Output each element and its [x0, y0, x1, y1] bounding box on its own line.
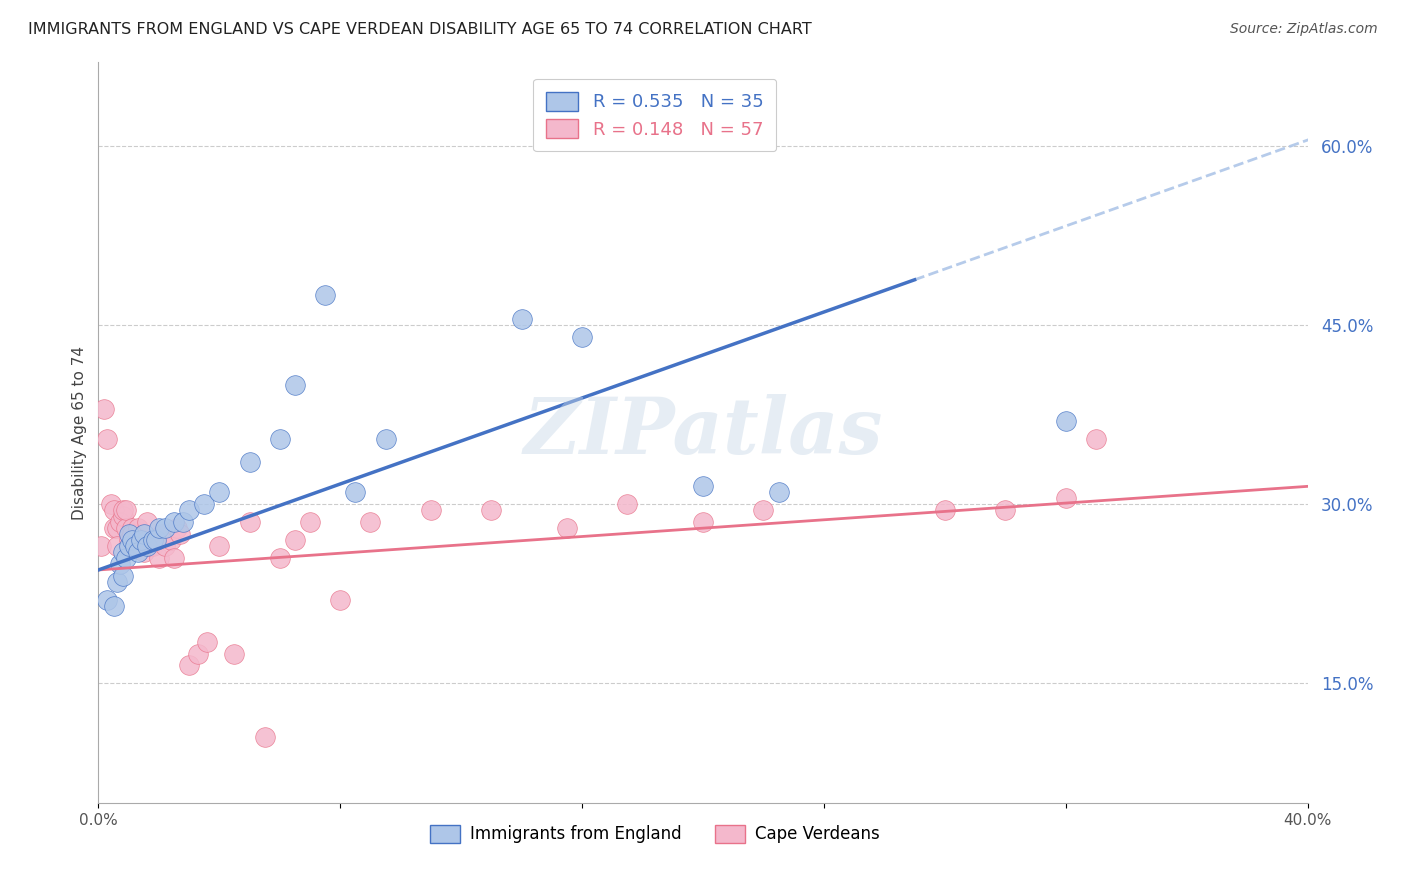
- Point: [160, 533, 183, 547]
- Point: [187, 647, 209, 661]
- Point: [360, 515, 382, 529]
- Point: [163, 551, 186, 566]
- Point: [150, 527, 173, 541]
- Point: [1085, 432, 1108, 446]
- Point: [934, 503, 956, 517]
- Point: [96, 432, 118, 446]
- Point: [344, 485, 367, 500]
- Point: [179, 503, 201, 517]
- Point: [135, 533, 157, 547]
- Point: [132, 527, 155, 541]
- Point: [132, 545, 155, 559]
- Point: [142, 539, 165, 553]
- Point: [420, 503, 443, 517]
- Point: [135, 539, 157, 553]
- Point: [1054, 491, 1077, 506]
- Point: [121, 521, 143, 535]
- Point: [129, 539, 152, 553]
- Point: [105, 521, 128, 535]
- Point: [127, 533, 149, 547]
- Y-axis label: Disability Age 65 to 74: Disability Age 65 to 74: [72, 345, 87, 520]
- Point: [127, 521, 149, 535]
- Point: [132, 527, 155, 541]
- Text: ZIPatlas: ZIPatlas: [523, 394, 883, 471]
- Point: [118, 533, 141, 547]
- Point: [172, 515, 194, 529]
- Point: [169, 527, 191, 541]
- Point: [118, 539, 141, 553]
- Point: [108, 515, 131, 529]
- Point: [994, 503, 1017, 517]
- Point: [481, 503, 503, 517]
- Point: [166, 521, 188, 535]
- Point: [129, 533, 152, 547]
- Point: [269, 551, 291, 566]
- Point: [153, 521, 176, 535]
- Point: [121, 533, 143, 547]
- Point: [284, 377, 307, 392]
- Point: [510, 312, 533, 326]
- Text: IMMIGRANTS FROM ENGLAND VS CAPE VERDEAN DISABILITY AGE 65 TO 74 CORRELATION CHAR: IMMIGRANTS FROM ENGLAND VS CAPE VERDEAN …: [28, 22, 811, 37]
- Point: [224, 647, 246, 661]
- Point: [148, 551, 170, 566]
- Point: [269, 432, 291, 446]
- Point: [142, 533, 165, 547]
- Point: [752, 503, 775, 517]
- Point: [555, 521, 578, 535]
- Point: [299, 515, 322, 529]
- Legend: Immigrants from England, Cape Verdeans: Immigrants from England, Cape Verdeans: [423, 818, 886, 850]
- Point: [111, 569, 134, 583]
- Point: [100, 497, 122, 511]
- Point: [105, 539, 128, 553]
- Point: [139, 539, 162, 553]
- Point: [114, 521, 136, 535]
- Point: [314, 288, 336, 302]
- Point: [111, 503, 134, 517]
- Point: [239, 515, 262, 529]
- Point: [195, 634, 218, 648]
- Point: [692, 479, 714, 493]
- Point: [193, 497, 215, 511]
- Point: [208, 539, 231, 553]
- Point: [90, 539, 112, 553]
- Point: [114, 551, 136, 566]
- Point: [135, 515, 157, 529]
- Point: [616, 497, 638, 511]
- Point: [768, 485, 790, 500]
- Point: [96, 592, 118, 607]
- Point: [118, 527, 141, 541]
- Point: [93, 401, 115, 416]
- Point: [103, 503, 125, 517]
- Point: [145, 533, 167, 547]
- Point: [329, 592, 352, 607]
- Point: [148, 521, 170, 535]
- Point: [103, 521, 125, 535]
- Point: [1054, 414, 1077, 428]
- Point: [111, 509, 134, 524]
- Point: [118, 539, 141, 553]
- Point: [124, 539, 146, 553]
- Point: [145, 533, 167, 547]
- Point: [127, 545, 149, 559]
- Point: [284, 533, 307, 547]
- Point: [179, 658, 201, 673]
- Point: [374, 432, 396, 446]
- Point: [121, 527, 143, 541]
- Point: [105, 574, 128, 589]
- Point: [124, 539, 146, 553]
- Point: [239, 455, 262, 469]
- Point: [153, 539, 176, 553]
- Point: [571, 330, 593, 344]
- Point: [108, 557, 131, 571]
- Point: [111, 545, 134, 559]
- Point: [208, 485, 231, 500]
- Point: [253, 730, 276, 744]
- Point: [103, 599, 125, 613]
- Point: [692, 515, 714, 529]
- Text: Source: ZipAtlas.com: Source: ZipAtlas.com: [1230, 22, 1378, 37]
- Point: [163, 515, 186, 529]
- Point: [114, 503, 136, 517]
